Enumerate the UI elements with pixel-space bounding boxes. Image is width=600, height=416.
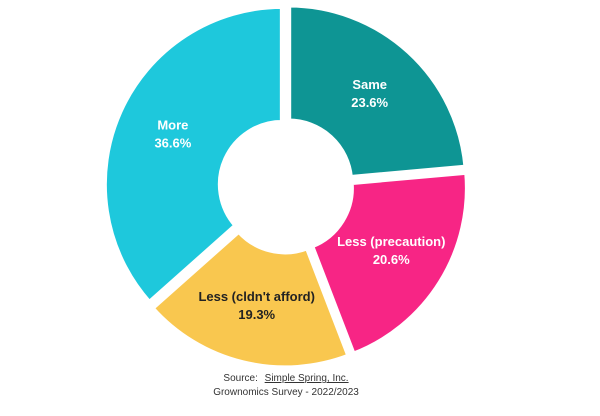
source-line: Source: Simple Spring, Inc. [223, 373, 348, 384]
slice-label: Same [352, 77, 387, 92]
slice-label: Less (precaution) [337, 234, 445, 249]
labels: Same 23.6% Less (precaution) 20.6% Less (cld… [154, 77, 445, 322]
value-label: 36.6% [154, 136, 191, 151]
value-label: 19.3% [238, 307, 275, 322]
value-label: 23.6% [351, 95, 388, 110]
slice [286, 2, 469, 181]
donut [101, 2, 470, 371]
survey-note: Grownomics Survey - 2022/2023 [213, 387, 359, 398]
slice [101, 3, 285, 306]
slice-label: Less (cldn't afford) [198, 289, 315, 304]
source-prefix: Source: [223, 373, 257, 384]
slice-label: More [157, 118, 188, 133]
slice [149, 228, 352, 371]
slice [309, 169, 470, 357]
source-link[interactable]: Simple Spring, Inc. [265, 373, 349, 384]
value-label: 20.6% [373, 252, 410, 267]
